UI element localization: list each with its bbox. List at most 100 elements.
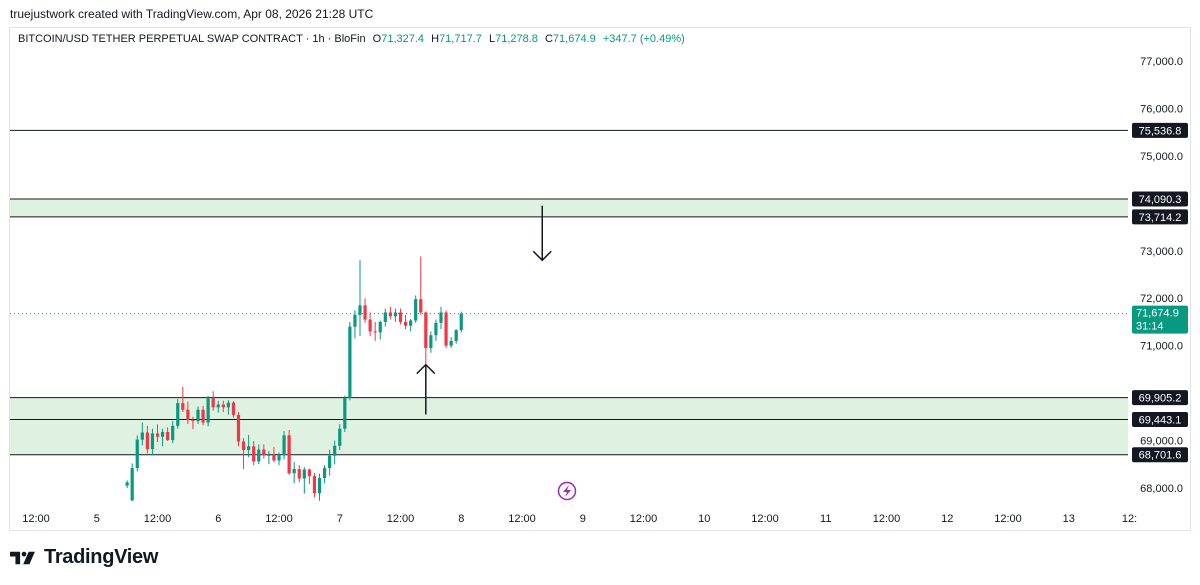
tradingview-logo-icon [10,551,35,564]
level-price-label: 73,714.2 [1132,209,1188,225]
candle-body [125,482,129,486]
level-price-label-bg [1132,122,1188,138]
candle-body [186,409,190,421]
y-axis-tick-label: 69,000.0 [1140,436,1183,448]
level-price-label: 68,701.6 [1132,447,1188,463]
open-value: 71,327.4 [381,33,425,45]
x-axis-tick-label: 12:00 [22,513,50,525]
candle-body [419,299,423,313]
high-value: 71,717.7 [439,33,482,45]
level-price-label: 74,090.3 [1132,191,1188,207]
candle-body [216,404,220,408]
candle-body [302,469,306,479]
candle-body [322,468,327,479]
candle-body [292,469,296,474]
close-label: C [544,33,553,45]
candle-body [181,403,185,410]
low-label: L [488,33,496,45]
candle-body [383,312,387,322]
x-axis-tick-label: 6 [215,513,221,525]
x-axis-tick-label: 8 [458,513,464,525]
candle-body [403,321,408,326]
last-price-badge [1132,305,1188,334]
candle-body [398,312,403,322]
chart-frame [9,27,1191,531]
level-price-label-bg [1132,209,1188,225]
bar-countdown: 31:14 [1136,321,1164,333]
candle-body [297,469,301,479]
x-axis-tick-label: 12:00 [751,513,779,525]
flash-icon [557,481,577,501]
candle-body [338,428,342,446]
level-price-label: 69,443.1 [1132,412,1188,428]
y-axis-tick-label: 71,000.0 [1140,341,1183,353]
symbol-legend: BITCOIN/USD TETHER PERPETUAL SWAP CONTRA… [18,33,685,45]
x-axis-tick-label: 12: [1122,513,1137,525]
candle-body [247,446,251,451]
candle-body [282,435,286,456]
candle-body [353,314,357,327]
candle-body [429,335,433,349]
candle-body [409,320,413,326]
symbol-title: BITCOIN/USD TETHER PERPETUAL SWAP CONTRA… [18,33,366,45]
candle-body [241,441,246,451]
support-resistance-zone [10,199,1128,217]
level-price-label-bg [1132,390,1188,406]
x-axis-tick-label: 10 [698,513,710,525]
candle-body [358,305,362,315]
arrowhead [416,363,436,375]
candle-body [176,403,180,426]
candle-body [333,445,337,456]
candle-body [348,326,352,398]
low-value: 71,278.8 [495,33,538,45]
candle-body [171,425,175,441]
x-axis-tick-label: 11 [820,513,831,525]
candle-body [191,420,195,422]
x-axis-tick-label: 12:00 [630,513,658,525]
candle-body [368,319,372,332]
candle-body [201,409,205,423]
candle-body [226,402,230,408]
level-price-label-bg [1132,447,1188,463]
candle-body [166,432,170,441]
x-axis-tick-label: 12:00 [265,513,293,525]
y-axis-tick-label: 72,000.0 [1140,293,1183,305]
x-axis-tick-label: 5 [94,513,100,525]
level-price-label-text: 73,714.2 [1139,212,1182,224]
last-price-value: 71,674.9 [1136,308,1179,320]
candle-body [328,455,332,469]
candle-body [196,409,200,422]
y-axis-tick-label: 73,000.0 [1140,246,1183,258]
candle-body [307,469,311,477]
x-axis-tick-label: 12 [941,513,953,525]
candle-body [257,449,261,462]
y-axis-tick-label: 77,000.0 [1140,56,1183,68]
candle-body [277,455,281,461]
candle-body [252,446,256,462]
level-price-label-bg [1132,191,1188,207]
candle-body [267,454,271,456]
candle-body [160,432,165,437]
x-axis-tick-label: 9 [580,513,586,525]
candle-body [449,340,453,346]
y-axis-tick-label: 75,000.0 [1140,151,1183,163]
candle-body [287,435,291,474]
tradingview-brand: TradingView [10,546,158,569]
candle-body [414,299,418,321]
y-axis-tick-label: 76,000.0 [1140,103,1183,115]
candle-body [155,433,160,437]
x-axis-tick-label: 12:00 [873,513,901,525]
open-label: O [372,33,382,45]
brand-name: TradingView [44,546,159,568]
candle-body [388,312,392,317]
candle-body [206,398,210,423]
candle-body [140,432,144,440]
arrowhead [532,250,552,262]
candle-body [373,331,377,333]
level-price-label: 75,536.8 [1132,122,1188,138]
candle-body [150,433,155,450]
candle-body [444,312,448,346]
candle-body [272,454,276,461]
candle-body [434,322,438,336]
